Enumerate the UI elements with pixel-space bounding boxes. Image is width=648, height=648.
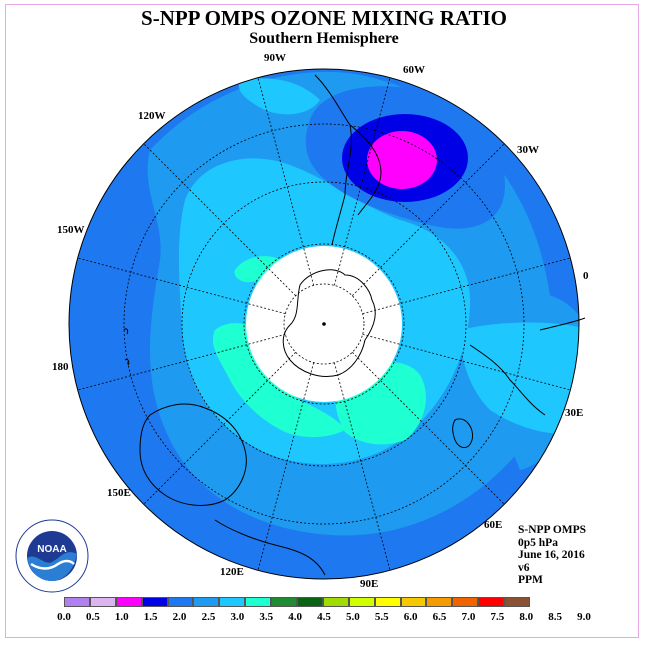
lon-label-90w: 90W [264, 52, 286, 64]
colorbar-tick-label: 2.0 [172, 611, 187, 623]
noaa-logo: NOAA [15, 519, 89, 593]
colorbar-swatch [141, 597, 168, 607]
colorbar-tick-label: 8.5 [548, 611, 562, 623]
map-title: S-NPP OMPS OZONE MIXING RATIO [141, 6, 507, 30]
south-pole-marker [322, 322, 326, 326]
indonesia-coast [214, 519, 326, 576]
lon-label-0: 0 [583, 270, 589, 282]
map-boundary [68, 68, 580, 580]
lon-label-30w: 30W [517, 144, 539, 156]
lon-label-150e: 150E [107, 487, 131, 499]
colorbar-swatch [64, 597, 90, 607]
colorbar-tick-label: 2.5 [201, 611, 216, 623]
colorbar-tick-label: 4.5 [317, 611, 331, 623]
africa-coast [469, 317, 586, 416]
info-block: S-NPP OMPS 0p5 hPa June 16, 2016 v6 PPM [518, 524, 586, 587]
colorbar-tick-label: 8.0 [519, 611, 534, 623]
figure-frame [5, 4, 639, 638]
lon-label-120w: 120W [138, 110, 166, 122]
units-label: PPM [518, 574, 543, 586]
south-america-coast [314, 74, 382, 246]
colorbar-tick-label: 5.0 [346, 611, 360, 623]
colorbar-tick-label: 3.5 [259, 611, 274, 623]
madagascar-coast [452, 418, 474, 448]
colorbar-tick-label: 0.0 [57, 611, 71, 623]
colorbar-tick-label: 1.5 [143, 611, 158, 623]
colorbar-swatch [219, 597, 246, 607]
colorbar-tick-label: 6.0 [403, 611, 418, 623]
field-light-north [238, 78, 320, 115]
colorbar-tick-label: 6.5 [432, 611, 447, 623]
colorbar-swatch [348, 597, 375, 607]
colorbar-swatch [478, 597, 505, 607]
instrument-label: S-NPP OMPS [518, 524, 587, 536]
version-label: v6 [518, 561, 530, 574]
field-peak [367, 131, 437, 189]
colorbar-swatch [167, 597, 194, 607]
colorbar-swatch [504, 597, 531, 607]
colorbar-swatch [374, 597, 401, 607]
lon-label-90e: 90E [360, 578, 378, 590]
colorbar-tick-label: 0.5 [86, 611, 100, 623]
colorbar-swatch [400, 597, 427, 607]
pressure-level: 0p5 hPa [518, 536, 558, 549]
colorbar-ticks: 0.0 0.5 1.0 1.5 2.0 2.5 3.0 3.5 4.0 4.5 5.0 5.5 6.0 6… [57, 611, 591, 625]
colorbar-swatch [322, 597, 349, 607]
colorbar-swatch [426, 597, 453, 607]
lon-label-30e: 30E [565, 407, 583, 419]
colorbar-swatch [193, 597, 220, 607]
colorbar-tick-label: 7.5 [490, 611, 505, 623]
longitude-labels: 90W 60W 30W 0 30E 60E 90E 120E 150E 180 … [52, 52, 589, 590]
colorbar-tick-label: 1.0 [114, 611, 129, 623]
new-zealand-coast [123, 328, 130, 366]
colorbar-swatch [245, 597, 272, 607]
colorbar-tick-label: 9.0 [577, 611, 591, 623]
lon-label-60e: 60E [484, 519, 502, 531]
lon-label-180: 180 [52, 361, 69, 373]
colorbar-tick-label: 5.5 [374, 611, 389, 623]
lon-label-60w: 60W [403, 64, 425, 76]
latitude-grid [123, 123, 525, 525]
colorbar-swatch [271, 597, 298, 607]
noaa-logo-text: NOAA [37, 544, 66, 555]
antarctica-coast [282, 269, 376, 377]
coastlines [123, 74, 586, 576]
colorbar-swatch [452, 597, 479, 607]
colorbar-swatch [115, 597, 142, 607]
colorbar [64, 597, 531, 608]
date-label: June 16, 2016 [518, 549, 585, 561]
colorbar-tick-label: 3.0 [230, 611, 245, 623]
colorbar-swatch [89, 597, 116, 607]
map-subtitle: Southern Hemisphere [249, 30, 399, 47]
colorbar-swatch [297, 597, 323, 607]
lon-label-120e: 120E [220, 566, 244, 578]
colorbar-tick-label: 7.0 [461, 611, 476, 623]
lon-label-150w: 150W [57, 224, 85, 236]
australia-coast [139, 403, 247, 506]
colorbar-tick-label: 4.0 [288, 611, 302, 623]
